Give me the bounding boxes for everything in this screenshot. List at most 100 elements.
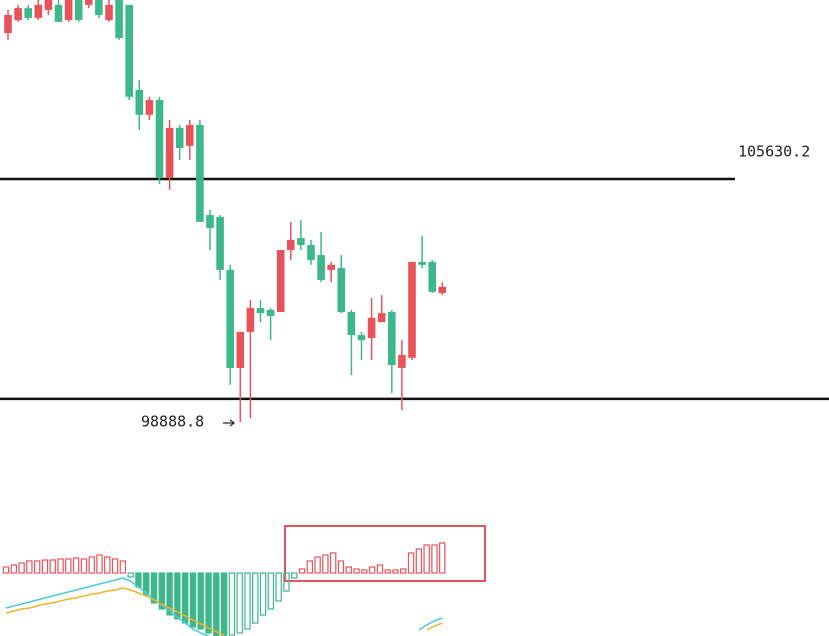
candle-body: [145, 100, 154, 115]
macd-bar: [18, 562, 25, 574]
macd-bar: [197, 572, 204, 630]
macd-bar: [244, 572, 251, 630]
dif-line: [418, 617, 443, 631]
macd-bar: [189, 572, 197, 628]
candle-body: [236, 331, 245, 368]
macd-bar: [236, 572, 243, 634]
macd-bar: [314, 556, 321, 574]
macd-bar: [65, 558, 72, 574]
dea-line: [5, 587, 225, 636]
macd-bar: [26, 560, 33, 574]
macd-bar: [150, 572, 158, 604]
macd-bar: [252, 572, 259, 624]
candle-body: [246, 308, 255, 332]
candle-body: [4, 14, 12, 34]
candle-body: [287, 239, 295, 251]
candle-body: [186, 124, 194, 146]
candle-body: [377, 313, 386, 323]
macd-bar: [104, 556, 111, 574]
macd-bar: [213, 572, 220, 636]
candle-body: [327, 264, 335, 270]
candle-body: [347, 312, 356, 336]
low-label: 98888.8: [141, 413, 204, 431]
macd-bar: [72, 557, 80, 574]
candle-body: [24, 8, 32, 18]
macd-bar: [220, 572, 228, 636]
macd-bar: [275, 572, 282, 602]
candle-body: [74, 0, 83, 21]
candle-body: [85, 0, 93, 5]
arrow: [223, 419, 235, 427]
macd-bar: [267, 572, 275, 610]
candle-body: [307, 244, 315, 261]
candle-body: [418, 261, 426, 265]
dif-line: [5, 577, 211, 636]
candle-body: [216, 216, 224, 270]
macd-bar: [329, 552, 337, 574]
macd-bar: [423, 544, 430, 574]
macd-bar: [283, 572, 290, 592]
candle-body: [95, 0, 103, 15]
macd-bar: [57, 558, 64, 574]
macd-bar: [368, 566, 376, 574]
macd-bar: [361, 569, 368, 574]
candle-body: [135, 89, 144, 115]
candle-body: [266, 309, 275, 317]
macd-bar: [384, 569, 391, 574]
candle-body: [438, 286, 447, 293]
macd-bar: [407, 552, 415, 574]
macd-pane: [2, 542, 446, 636]
macd-bar: [41, 559, 49, 574]
candle-body: [105, 4, 113, 21]
macd-bar: [143, 572, 150, 596]
macd-bar: [2, 566, 10, 574]
candle-body: [357, 335, 366, 341]
macd-bar: [33, 560, 41, 574]
macd-bar: [174, 572, 181, 620]
macd-bar: [205, 572, 212, 634]
candle-body: [155, 100, 164, 178]
candle-body: [175, 127, 184, 149]
macd-bar: [80, 558, 88, 574]
macd-bar: [111, 558, 119, 574]
dea-line: [426, 622, 443, 631]
candle-body: [276, 250, 285, 313]
macd-bar: [158, 572, 165, 610]
resistance-label: 105630.2: [738, 143, 810, 161]
candle-body: [337, 268, 346, 313]
macd-bar: [337, 560, 345, 574]
macd-bar: [127, 572, 134, 578]
macd-bar: [291, 572, 298, 579]
candle-body: [408, 261, 416, 358]
candle-body: [54, 4, 63, 22]
candle-body: [196, 124, 204, 222]
macd-bar: [166, 572, 173, 616]
macd-bar: [10, 564, 17, 574]
macd-bar: [345, 566, 352, 574]
macd-bar: [259, 572, 267, 616]
macd-bar: [119, 560, 127, 574]
candle-body: [34, 4, 43, 18]
candle-body: [125, 4, 133, 97]
candle-body: [297, 238, 305, 245]
candle-body: [398, 354, 406, 368]
macd-bar: [96, 554, 103, 574]
candle-body: [428, 261, 436, 292]
macd-bar: [392, 569, 399, 574]
candle-body: [388, 312, 396, 366]
candle-body: [367, 317, 376, 338]
candle-body: [14, 8, 22, 21]
macd-bar: [400, 568, 407, 574]
candle-body: [317, 255, 325, 280]
macd-bar: [88, 556, 95, 574]
candle-body: [226, 269, 234, 368]
macd-bar: [376, 564, 384, 574]
macd-bar: [306, 560, 314, 574]
macd-bar: [322, 554, 329, 574]
candle-body: [256, 308, 265, 314]
macd-bar: [353, 568, 360, 574]
macd-bar: [298, 568, 306, 574]
candle-body: [44, 0, 53, 10]
candle-body: [206, 215, 214, 229]
